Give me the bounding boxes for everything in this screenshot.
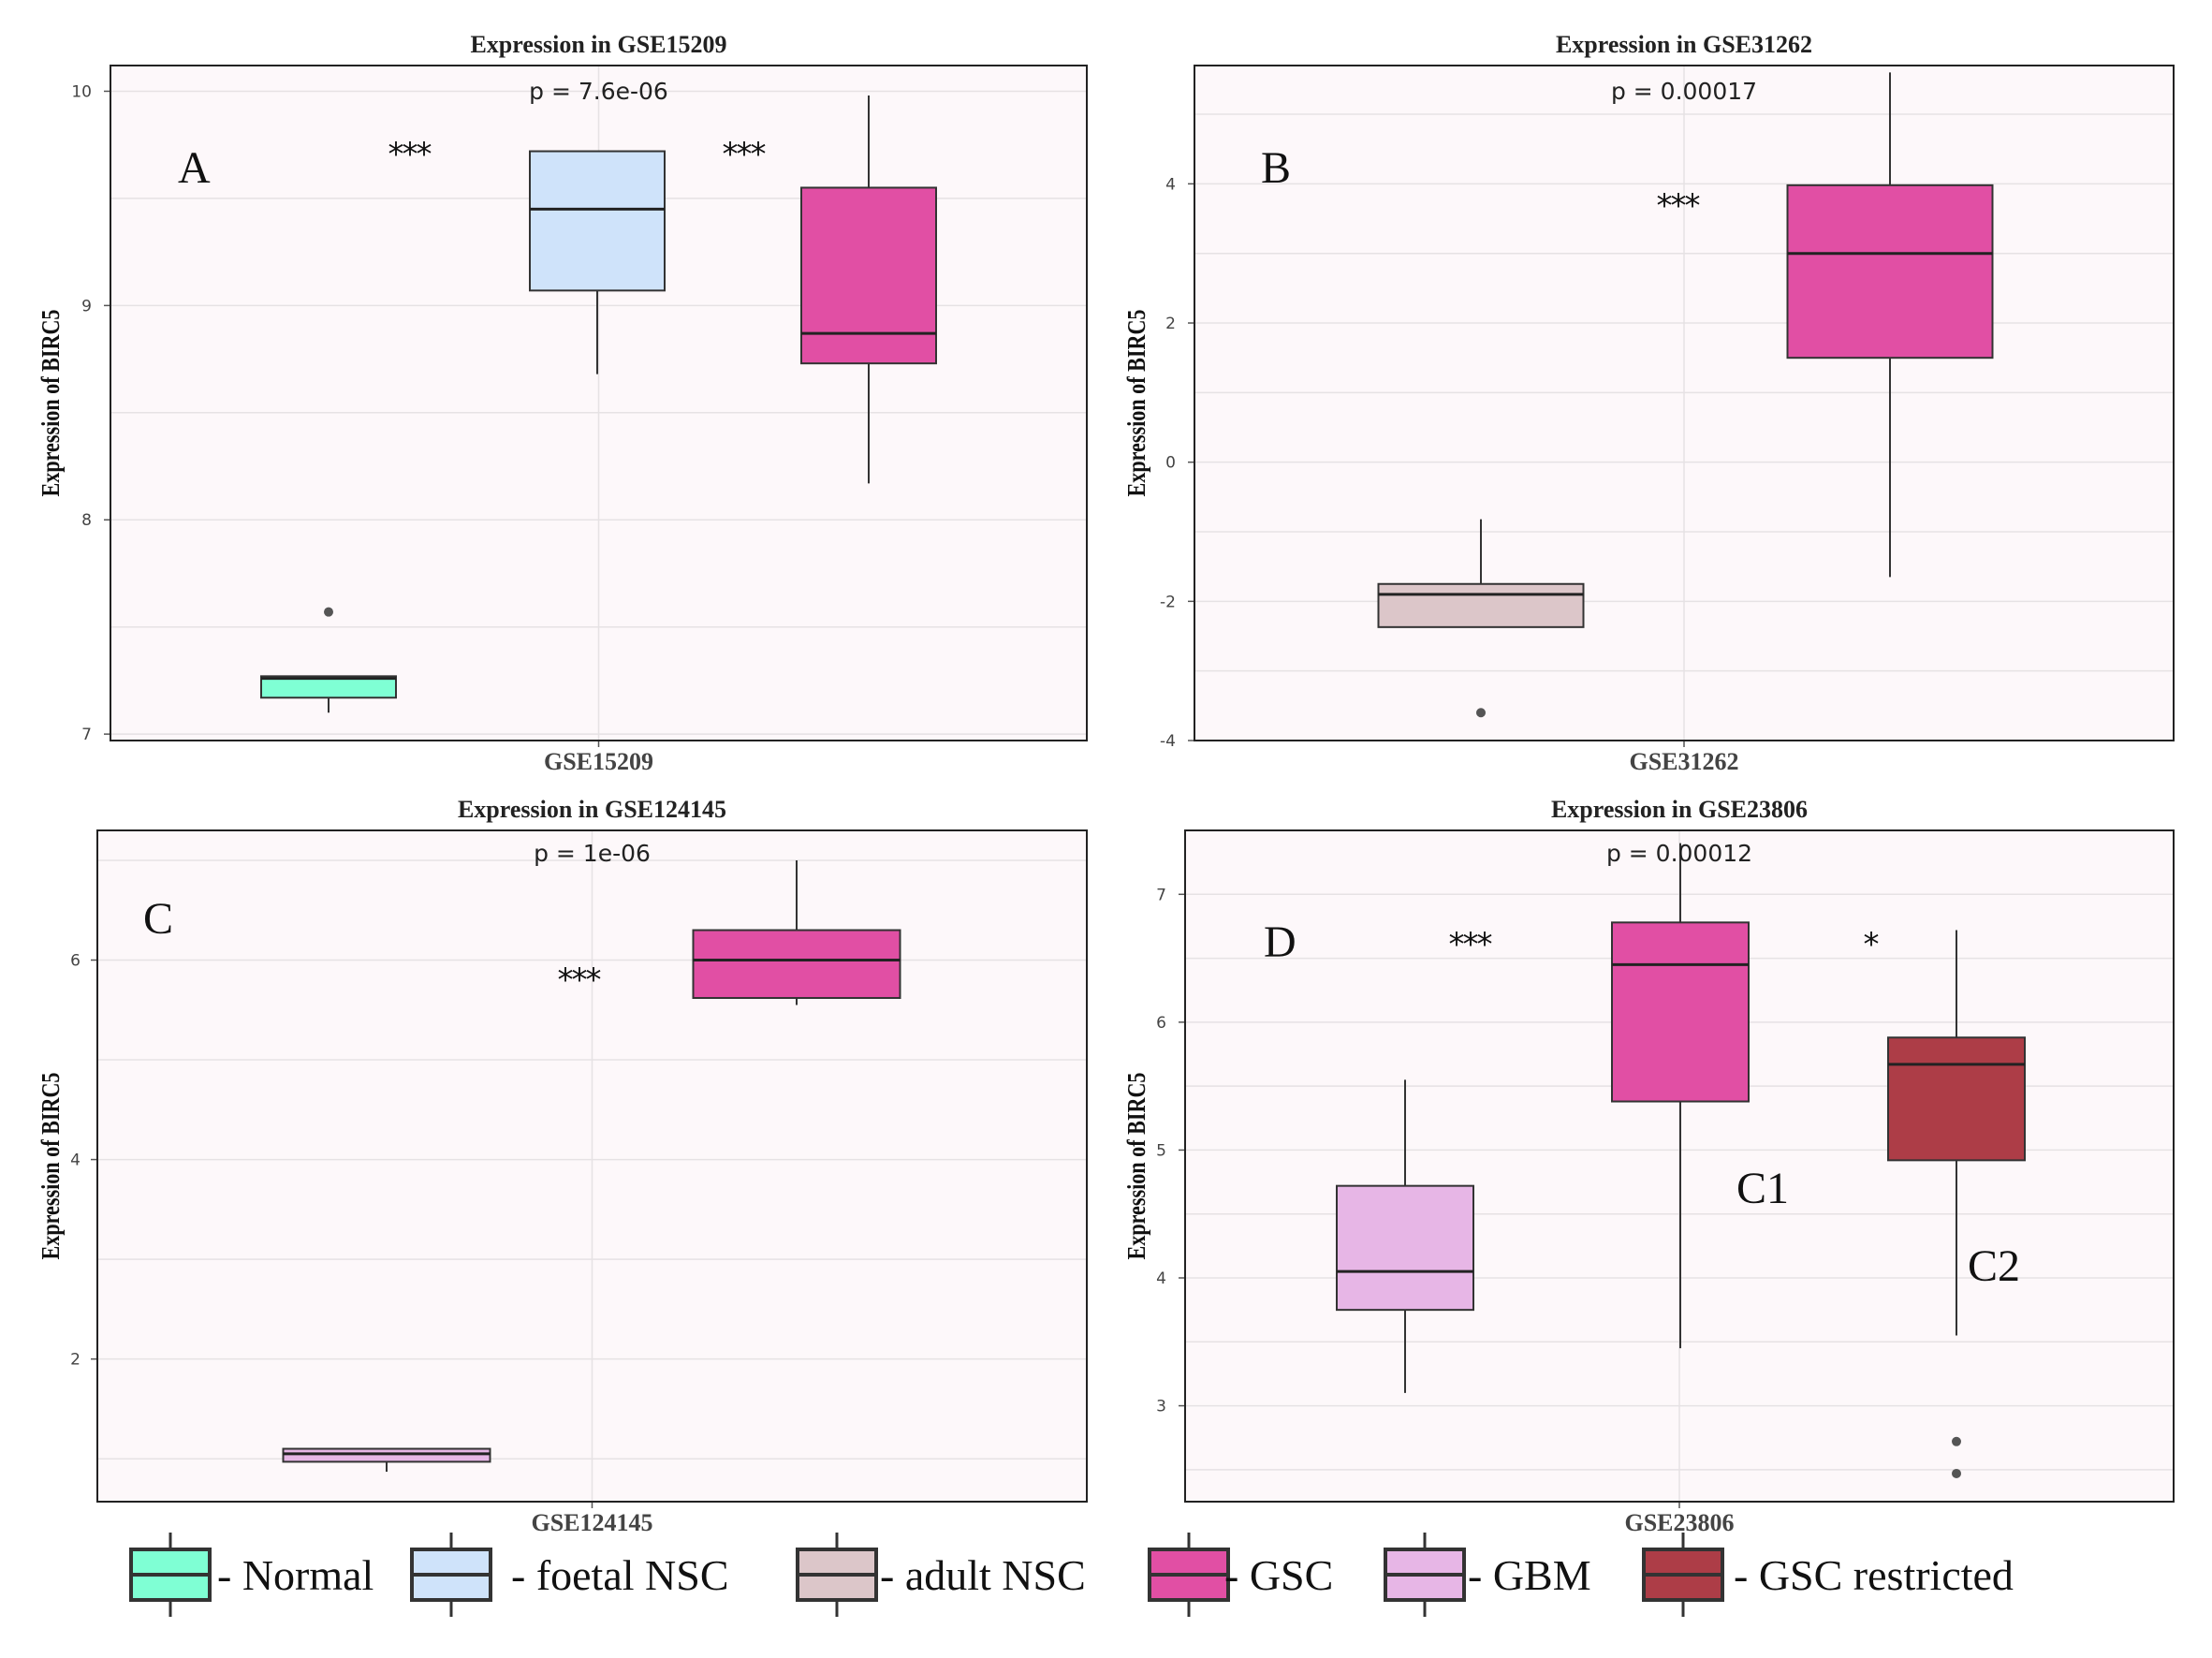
y-tick-label: 8 bbox=[81, 511, 92, 530]
y-tick-label: 9 bbox=[81, 297, 92, 315]
box-body bbox=[282, 1447, 491, 1463]
significance-stars: * bbox=[1864, 926, 1879, 963]
box-body bbox=[529, 150, 666, 292]
panel-letter: C bbox=[143, 894, 173, 944]
outlier-point bbox=[1952, 1468, 1961, 1478]
panel-title: Expression in GSE15209 bbox=[470, 31, 726, 58]
panel-title: Expression in GSE124145 bbox=[458, 796, 726, 823]
y-tick-label: -2 bbox=[1160, 593, 1176, 611]
significance-stars: *** bbox=[558, 961, 601, 999]
legend-label: - Normal bbox=[217, 1551, 374, 1599]
y-tick-label: 4 bbox=[1165, 175, 1176, 194]
box-label: C1 bbox=[1736, 1164, 1789, 1213]
box-foetal-nsc bbox=[529, 150, 666, 374]
legend-item: - adult NSC bbox=[796, 1533, 1086, 1617]
y-tick-label: 5 bbox=[1156, 1141, 1166, 1160]
box-label: C2 bbox=[1968, 1241, 2020, 1291]
y-tick-label: 7 bbox=[81, 726, 92, 744]
plot-frame bbox=[96, 829, 1088, 1503]
panel-C: 2 4 6 Expression in GSE124145 p = 1e-06 C Expr… bbox=[37, 796, 1088, 1536]
box-gbm bbox=[1336, 1079, 1474, 1393]
y-tick-label: 2 bbox=[70, 1351, 81, 1370]
plot-frame bbox=[110, 65, 1088, 741]
x-axis-label: GSE124145 bbox=[531, 1509, 652, 1536]
significance-stars: *** bbox=[723, 136, 766, 173]
y-tick-label: 10 bbox=[71, 82, 92, 101]
box-gsc bbox=[1786, 72, 1994, 578]
y-tick-label: 2 bbox=[1165, 315, 1176, 333]
box-body bbox=[1336, 1184, 1474, 1312]
y-tick-label: 4 bbox=[70, 1152, 81, 1170]
significance-stars: *** bbox=[388, 136, 432, 173]
y-tick-label: 7 bbox=[1156, 886, 1166, 904]
panel-letter: A bbox=[178, 143, 211, 193]
box-gsc bbox=[1611, 843, 1750, 1349]
legend-label: - adult NSC bbox=[880, 1551, 1086, 1599]
panel-title: Expression in GSE31262 bbox=[1556, 31, 1812, 58]
panel-letter: D bbox=[1264, 917, 1296, 967]
y-axis-label: Expression of BIRC5 bbox=[1123, 1073, 1151, 1260]
plot-frame bbox=[1184, 829, 2175, 1503]
panel-D: 3 4 5 6 7 Expression in GSE23806 p = 0.00012 D E… bbox=[1123, 796, 2175, 1536]
outlier-point bbox=[1952, 1436, 1961, 1446]
panel-B: -4 -2 0 2 4 Expression in GSE31262 p = 0.00017… bbox=[1123, 31, 2175, 775]
x-axis-label: GSE31262 bbox=[1629, 748, 1738, 775]
y-axis-label: Expression of BIRC5 bbox=[37, 1073, 66, 1260]
significance-stars: *** bbox=[1449, 926, 1492, 963]
panel-letter: B bbox=[1261, 143, 1291, 193]
box-body bbox=[1887, 1036, 2026, 1162]
y-tick-label: -4 bbox=[1160, 732, 1176, 751]
box-gbm bbox=[282, 1447, 491, 1473]
legend-label: - GSC restricted bbox=[1734, 1551, 2014, 1599]
y-axis-label: Expression of BIRC5 bbox=[1123, 310, 1151, 497]
box-body bbox=[260, 675, 397, 699]
y-tick-label: 6 bbox=[1156, 1014, 1166, 1033]
box-normal bbox=[260, 607, 397, 713]
legend-item: - foetal NSC bbox=[410, 1533, 729, 1617]
legend-label: - foetal NSC bbox=[511, 1551, 729, 1599]
box-body bbox=[800, 186, 937, 365]
box-body bbox=[1786, 183, 1994, 359]
p-value-label: p = 1e-06 bbox=[534, 840, 651, 867]
box-body bbox=[1377, 582, 1585, 628]
box-gsc-restricted bbox=[1887, 930, 2026, 1478]
legend-item: - GSC restricted bbox=[1642, 1533, 2014, 1617]
legend-label: - GSC bbox=[1224, 1551, 1333, 1599]
y-tick-label: 3 bbox=[1156, 1398, 1166, 1416]
panel-A: 7 8 9 10 Expression in GSE15209 p = 7.6e-06 A E… bbox=[37, 31, 1088, 775]
y-axis-label: Expression of BIRC5 bbox=[37, 310, 66, 497]
box-gsc bbox=[692, 859, 901, 1005]
p-value-label: p = 0.00017 bbox=[1611, 78, 1757, 105]
legend: - Normal - foetal NSC - adult NSC - GSC - GB… bbox=[129, 1533, 2014, 1617]
x-axis-label: GSE15209 bbox=[544, 748, 653, 775]
box-gsc bbox=[800, 95, 937, 484]
significance-stars: *** bbox=[1657, 187, 1700, 225]
box-body bbox=[1611, 921, 1750, 1103]
p-value-label: p = 0.00012 bbox=[1606, 840, 1752, 867]
box-body bbox=[692, 929, 901, 999]
outlier-point bbox=[1476, 708, 1486, 718]
legend-label: - GBM bbox=[1468, 1551, 1591, 1599]
y-tick-label: 6 bbox=[70, 951, 81, 970]
legend-item: - GSC bbox=[1148, 1533, 1333, 1617]
legend-item: - Normal bbox=[129, 1533, 374, 1617]
y-tick-label: 4 bbox=[1156, 1269, 1166, 1288]
panel-title: Expression in GSE23806 bbox=[1551, 796, 1808, 823]
outlier-point bbox=[324, 607, 333, 617]
p-value-label: p = 7.6e-06 bbox=[529, 78, 668, 105]
y-tick-label: 0 bbox=[1165, 454, 1176, 473]
legend-item: - GBM bbox=[1384, 1533, 1591, 1617]
x-axis-label: GSE23806 bbox=[1624, 1509, 1734, 1536]
box-adult-nsc bbox=[1377, 519, 1585, 718]
plot-frame bbox=[1194, 65, 2175, 741]
